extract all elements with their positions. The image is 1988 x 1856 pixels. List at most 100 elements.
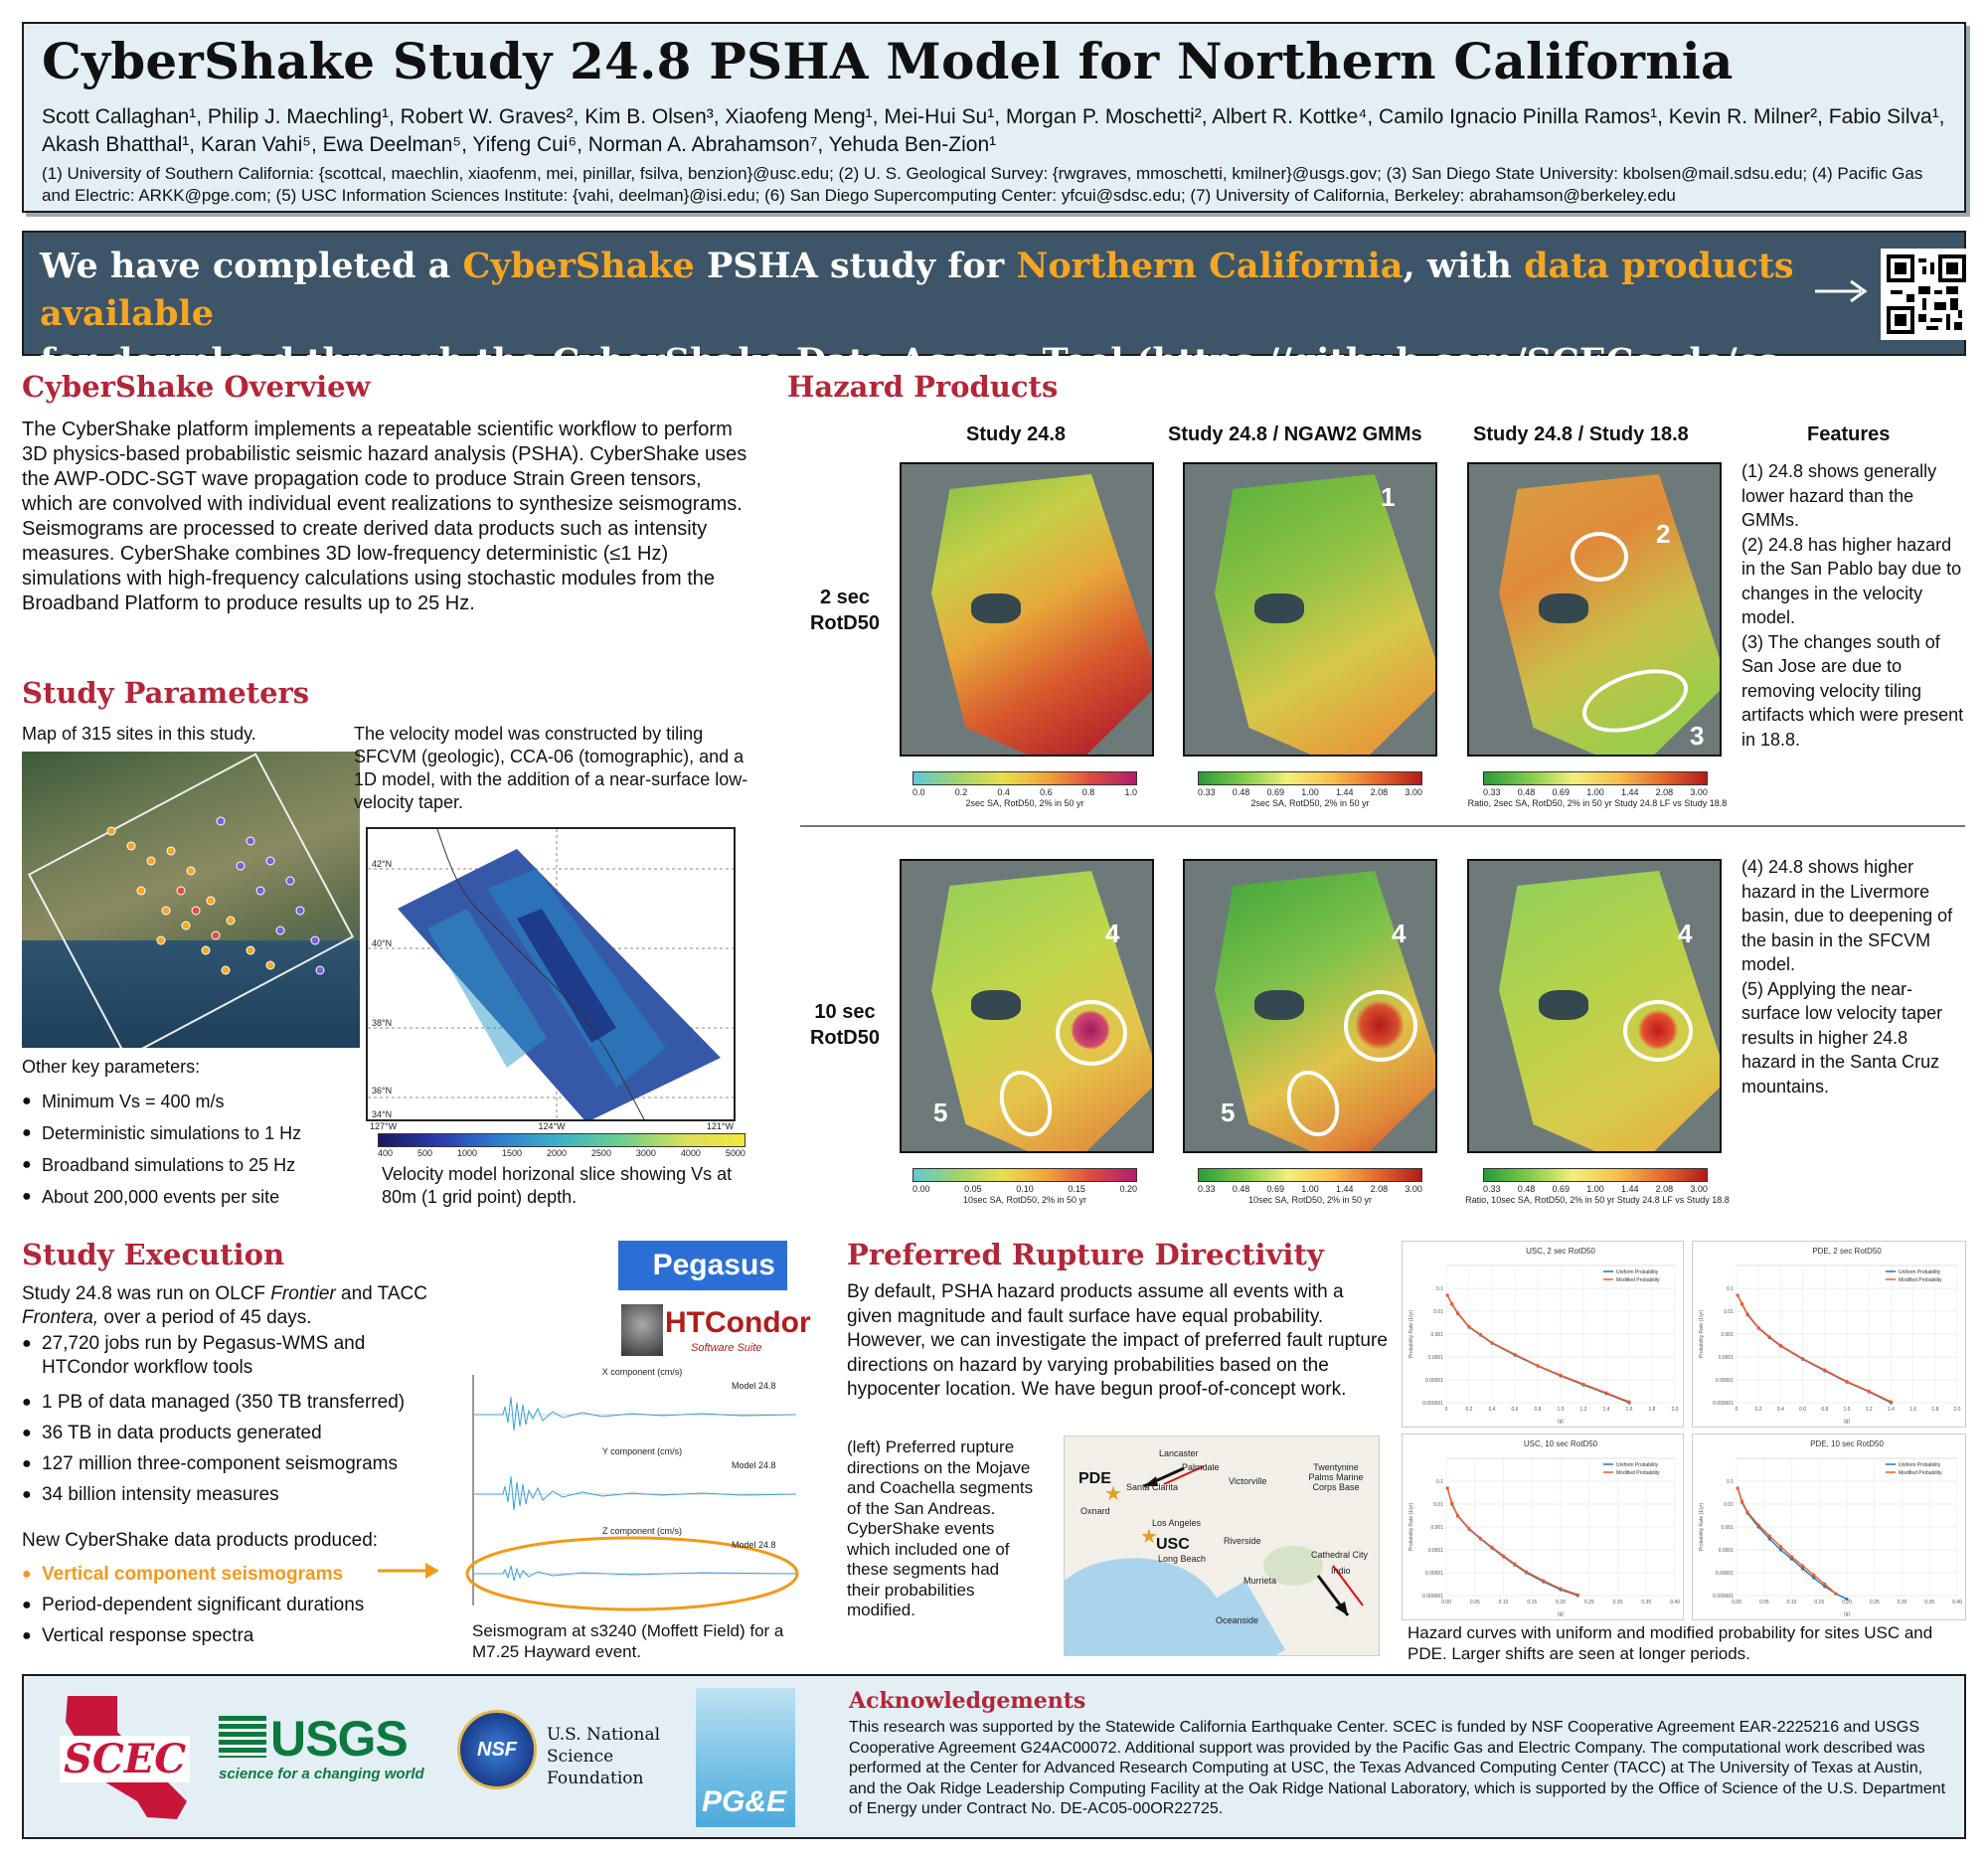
map-place-label: Lancaster xyxy=(1159,1448,1199,1458)
htcondor-wordmark: HTCondor xyxy=(665,1306,811,1339)
feature-circle-4 xyxy=(1344,990,1417,1062)
intro-emph: Frontera, xyxy=(22,1307,99,1328)
y-tick-label: 0.000001 xyxy=(1422,1401,1443,1407)
column-heading: Study 24.8 / Study 18.8 xyxy=(1473,423,1689,445)
colorbar-10sec-b xyxy=(1198,1168,1422,1182)
other-params-heading: Other key parameters: xyxy=(22,1057,201,1077)
scec-logo: SCEC xyxy=(48,1692,207,1823)
data-point xyxy=(1767,1534,1771,1538)
y-axis-label: Probability Rate (1/yr) xyxy=(1699,1309,1705,1358)
map-place-label: Indio xyxy=(1331,1566,1351,1576)
map-place-label: Long Beach xyxy=(1158,1554,1207,1564)
hazard-map-10sec-study248: 4 5 xyxy=(900,859,1154,1153)
list-item: 27,720 jobs run by Pegasus-WMS and HTCon… xyxy=(22,1332,449,1380)
velocity-colorbar xyxy=(378,1133,746,1147)
x-tick-label: 0.05 xyxy=(1759,1600,1769,1605)
data-point xyxy=(1542,1579,1546,1583)
data-point xyxy=(1823,1582,1827,1586)
usgs-wordmark: USGS xyxy=(270,1711,409,1767)
colorbar-tick: 1.0 xyxy=(1124,787,1137,797)
usgs-waves-icon xyxy=(219,1716,266,1758)
colorbar-label: 10sec SA, RotD50, 2% in 50 yr xyxy=(1247,1195,1373,1205)
chart-title: PDE, 2 sec RotD50 xyxy=(1812,1247,1882,1256)
y-tick-label: 0.01 xyxy=(1433,1502,1443,1508)
map-place-label: Murrieta xyxy=(1243,1576,1277,1586)
hazard-curve-chart-0: USC, 2 sec RotD50 0.1 0.01 0.001 0.0001 0.000… xyxy=(1402,1241,1684,1428)
poster-title: CyberShake Study 24.8 PSHA Model for Nor… xyxy=(42,32,1734,90)
y-tick-label: 0.1 xyxy=(1727,1479,1734,1485)
feature-circle-4 xyxy=(1623,1000,1693,1062)
data-point xyxy=(1740,1301,1744,1306)
x-tick-label: 0.8 xyxy=(1535,1407,1542,1413)
data-point xyxy=(1823,1368,1827,1372)
y-tick-label: 0.00001 xyxy=(1716,1378,1734,1384)
colorbar-tick: 0.48 xyxy=(1232,1184,1250,1194)
chart-title: USC, 2 sec RotD50 xyxy=(1526,1247,1595,1256)
x-tick-label: 2.0 xyxy=(1954,1407,1961,1413)
colorbar-label: Ratio, 2sec SA, RotD50, 2% in 50 yr Stud… xyxy=(1467,798,1728,808)
data-point xyxy=(1490,1341,1494,1345)
lat-tick: 40°N xyxy=(372,938,393,948)
banner-link-line[interactable]: for download through the CyberShake Data… xyxy=(40,341,1793,429)
x-tick-label: 0.00 xyxy=(1732,1600,1741,1605)
lat-tick: 36°N xyxy=(372,1086,393,1096)
hazard-map-10sec-ngaw2: 4 5 xyxy=(1183,859,1437,1153)
banner-text-part: We have completed a xyxy=(40,246,463,286)
y-tick-label: 0.00001 xyxy=(1716,1571,1734,1577)
colorbar-tick: 0.20 xyxy=(1119,1184,1137,1194)
rupture-direction-arrows xyxy=(1143,1465,1364,1616)
x-tick-label: 1.6 xyxy=(1909,1407,1916,1413)
colorbar-tick: 1500 xyxy=(501,1148,522,1158)
hazard-map-10sec-ratio: 4 xyxy=(1467,859,1722,1153)
colorbar-2sec-b xyxy=(1198,771,1422,785)
hazard-map-2sec-ratio: 2 3 xyxy=(1467,462,1722,757)
slice-caption: Velocity model horizonal slice showing V… xyxy=(382,1164,733,1207)
x-tick-label: 0.00 xyxy=(1441,1600,1451,1605)
x-tick-label: 0.30 xyxy=(1613,1600,1623,1605)
colorbar-tick: 1.44 xyxy=(1620,787,1639,797)
colorbar-tick: 0.2 xyxy=(954,787,968,797)
colorbar-tick: 1.00 xyxy=(1301,1184,1319,1194)
colorbar-tick: 1.00 xyxy=(1586,787,1604,797)
directivity-caption: (left) Preferred rupture directions on t… xyxy=(847,1437,1034,1619)
author-list: Scott Callaghan¹, Philip J. Maechling¹, … xyxy=(42,105,1945,156)
row-label: 2 sec RotD50 xyxy=(809,587,880,634)
x-tick-label: 1.2 xyxy=(1866,1407,1873,1413)
data-point xyxy=(1834,1592,1838,1596)
velocity-colorbar-ticks: 400 500 1000 1500 2000 2500 3000 4000 50… xyxy=(378,1148,746,1158)
colorbar-tick: 0.33 xyxy=(1198,787,1216,797)
x-tick-label: 1.4 xyxy=(1888,1407,1895,1413)
chart-title: PDE, 10 sec RotD50 xyxy=(1810,1439,1884,1448)
colorbar-tick: 0.48 xyxy=(1517,1184,1536,1194)
data-point xyxy=(1736,1293,1740,1297)
colorbar-tick: 0.0 xyxy=(912,787,925,797)
y-tick-label: 0.00001 xyxy=(1425,1571,1443,1577)
velocity-slice-map: 42°N 40°N 38°N 36°N 34°N xyxy=(366,827,736,1121)
x-tick-label: 1.4 xyxy=(1603,1407,1610,1413)
x-tick-label: 0.25 xyxy=(1870,1600,1880,1605)
x-tick-label: 1.8 xyxy=(1649,1407,1656,1413)
x-tick-label: 0.2 xyxy=(1466,1407,1473,1413)
y-tick-label: 0.001 xyxy=(1430,1525,1443,1531)
y-tick-label: 0.01 xyxy=(1724,1309,1734,1315)
acknowledgements-heading: Acknowledgements xyxy=(849,1688,1086,1714)
map-place-label: Oxnard xyxy=(1080,1506,1110,1516)
feature-marker-4: 4 xyxy=(1392,919,1407,948)
data-point xyxy=(1767,1335,1771,1339)
site-label-usc: USC xyxy=(1156,1536,1190,1553)
colorbar-tick: 0.05 xyxy=(964,1184,982,1194)
colorbar-tick: 0.33 xyxy=(1483,787,1501,797)
x-tick-label: 0 xyxy=(1445,1407,1448,1413)
list-item: Deterministic simulations to 1 Hz xyxy=(22,1117,370,1149)
usgs-logo: USGS science for a changing world xyxy=(219,1711,424,1795)
data-point xyxy=(1823,1585,1827,1589)
banner-highlight: data products available xyxy=(40,246,1794,334)
data-point xyxy=(1778,1545,1782,1549)
data-point xyxy=(1778,1548,1782,1552)
features-text-1: (1) 24.8 shows generally lower hazard th… xyxy=(1741,461,1964,750)
lat-tick: 42°N xyxy=(372,859,393,869)
data-point xyxy=(1867,1389,1871,1393)
qr-code-icon[interactable] xyxy=(1881,249,1972,340)
colorbar-tick: 0.4 xyxy=(997,787,1010,797)
x-tick-label: 0.05 xyxy=(1470,1600,1480,1605)
